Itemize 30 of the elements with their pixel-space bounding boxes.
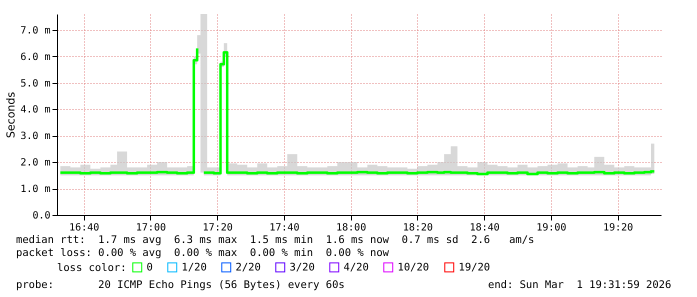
text: end: Sun Mar 1 19:31:59 2026 bbox=[488, 279, 672, 291]
y-tick-label: 1.0 m bbox=[20, 184, 50, 196]
y-tick-label: 0.0 bbox=[32, 210, 50, 222]
text: median rtt: 1.7 ms avg 6.3 ms max 1.5 ms min 1.6 ms now 0.7 ms sd 2.6 am/s bbox=[16, 234, 534, 246]
legend-label: 19/20 bbox=[458, 261, 490, 274]
x-tick-label: 16:40 bbox=[69, 222, 100, 234]
legend-label: 3/20 bbox=[290, 261, 315, 274]
legend-label: 1/20 bbox=[182, 261, 207, 274]
legend-label: 0 bbox=[146, 261, 153, 274]
x-tick-label: 17:00 bbox=[136, 222, 166, 234]
legend-label: 4/20 bbox=[344, 261, 369, 274]
y-tick-label: 5.0 m bbox=[20, 78, 50, 90]
x-tick-label: 19:00 bbox=[536, 222, 566, 234]
x-tick-label: 18:20 bbox=[402, 222, 433, 234]
y-tick-label: 6.0 m bbox=[20, 52, 50, 63]
legend-label: 2/20 bbox=[236, 261, 261, 274]
legend-label: 10/20 bbox=[398, 261, 430, 274]
x-tick-label: 19:20 bbox=[603, 222, 634, 234]
y-tick-label: 3.0 m bbox=[20, 131, 50, 142]
y-axis-title: Seconds bbox=[4, 92, 18, 138]
x-tick-label: 17:40 bbox=[269, 222, 300, 234]
x-tick-label: 18:00 bbox=[336, 222, 366, 234]
x-tick-label: 17:20 bbox=[202, 222, 233, 234]
text: probe: 20 ICMP Echo Pings (56 Bytes) every 60s bbox=[16, 279, 345, 291]
y-tick-label: 2.0 m bbox=[20, 158, 50, 169]
legend-title: loss color: bbox=[57, 262, 127, 274]
text: packet loss: 0.00 % avg 0.00 % max 0.00 % min 0.00 % now bbox=[16, 247, 389, 259]
y-tick-label: 4.0 m bbox=[20, 104, 50, 116]
y-tick-label: 7.0 m bbox=[20, 25, 50, 36]
x-tick-label: 18:40 bbox=[470, 222, 500, 234]
